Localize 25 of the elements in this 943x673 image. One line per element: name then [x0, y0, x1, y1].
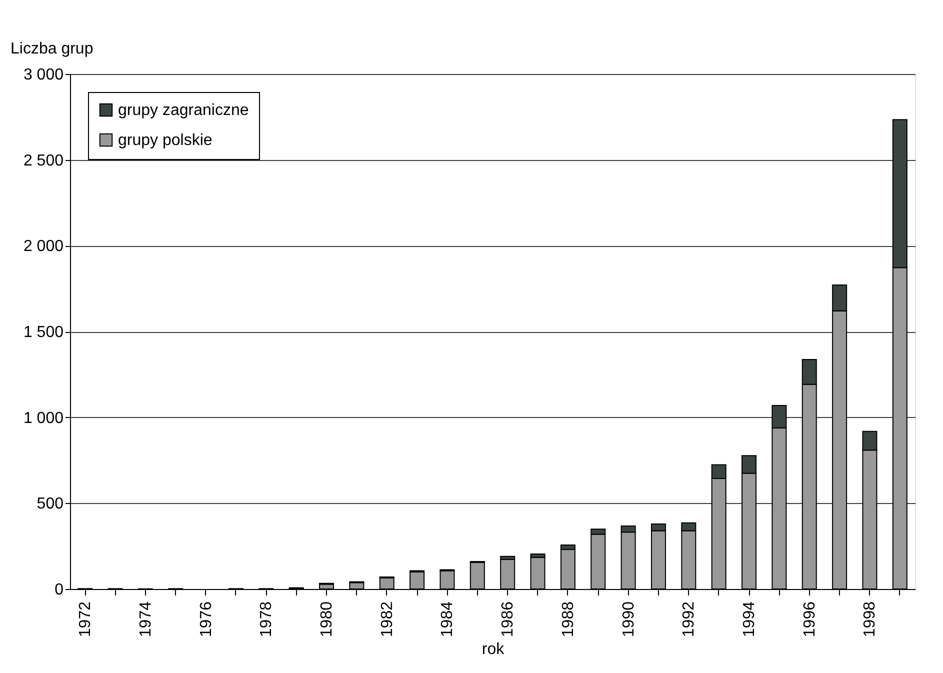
x-tick-label: 1982 [378, 601, 396, 638]
x-tick-label: 1990 [620, 601, 638, 638]
legend-label: grupy polskie [118, 132, 212, 149]
x-tick-label: 1988 [560, 601, 577, 638]
y-tick-label: 500 [36, 496, 64, 513]
x-tick-label: 1984 [439, 601, 456, 638]
y-tick-label: 1 000 [23, 410, 64, 427]
x-tick-label: 1998 [862, 601, 879, 638]
x-tick-label: 1992 [680, 601, 698, 638]
y-tick-label: 3 000 [23, 66, 64, 84]
x-tick-label: 1978 [258, 601, 276, 638]
x-tick-label: 1976 [198, 601, 215, 638]
y-tick-label: 2 000 [23, 238, 64, 256]
x-tick-label: 1994 [741, 601, 758, 638]
y-tick-label: 1 500 [23, 324, 64, 341]
legend-label: grupy zagraniczne [118, 102, 249, 119]
x-axis-title: rok [482, 641, 506, 658]
x-tick-label: 1980 [318, 601, 336, 638]
y-tick-label: 0 [54, 582, 64, 598]
y-tick-label: 2 500 [23, 152, 64, 170]
x-tick-label: 1986 [500, 601, 517, 638]
x-tick-label: 1996 [801, 601, 818, 638]
x-tick-label: 1974 [137, 601, 154, 638]
y-axis-title: Liczba grup [10, 40, 94, 58]
x-tick-label: 1972 [77, 601, 94, 638]
